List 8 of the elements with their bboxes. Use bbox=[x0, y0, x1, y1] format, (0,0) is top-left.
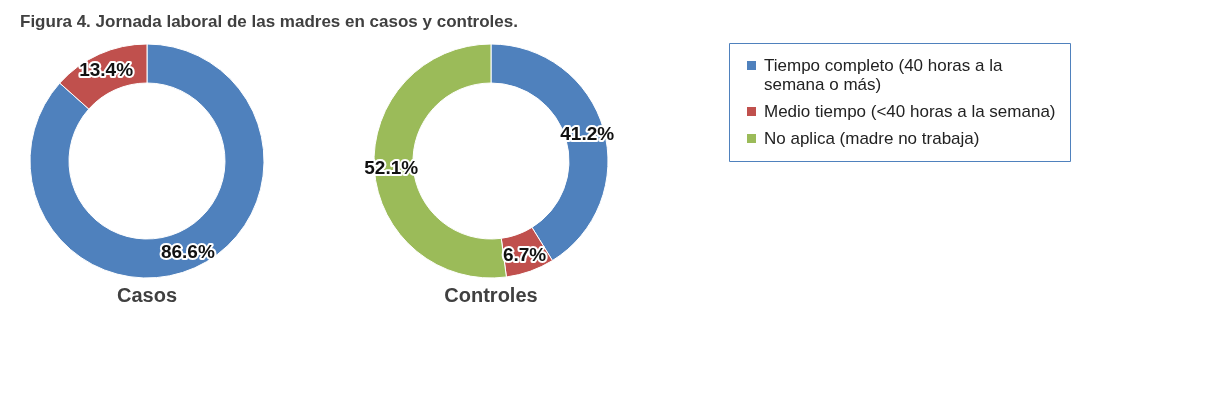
legend-label: Tiempo completo (40 horas a la semana o más) bbox=[764, 55, 1003, 94]
text: Controles bbox=[444, 284, 538, 306]
chart-title: Figura 4. Jornada laboral de las madres en casos y controles. bbox=[20, 12, 519, 32]
legend-label: No aplica (madre no trabaja) bbox=[764, 128, 980, 148]
legend-label: Medio tiempo (<40 horas a la semana) bbox=[764, 101, 1056, 121]
data-label: 13.4% bbox=[79, 58, 134, 80]
text: Casos bbox=[116, 284, 178, 306]
data-label: 86.6% bbox=[160, 241, 215, 263]
